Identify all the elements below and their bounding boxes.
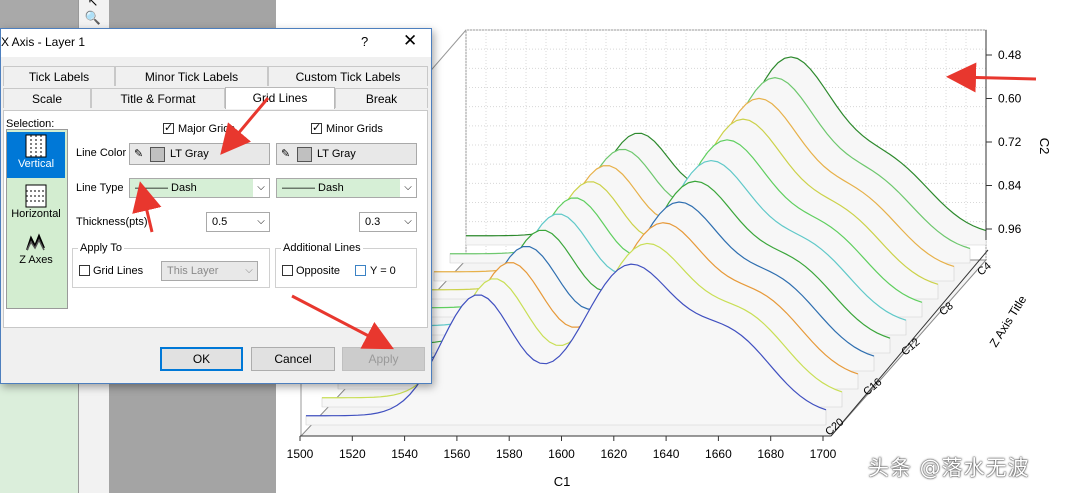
chevron-down-icon: ⌵ bbox=[253, 213, 269, 231]
y-tick-label: 0.96 bbox=[998, 222, 1022, 236]
close-icon[interactable]: ✕ bbox=[403, 31, 418, 50]
major-line-color-button[interactable]: ✎ LT Gray bbox=[129, 143, 270, 165]
apply-grid-lines-label: Grid Lines bbox=[93, 265, 144, 277]
line-type-label: Line Type bbox=[76, 182, 124, 194]
major-grids-checkbox[interactable] bbox=[163, 121, 174, 134]
major-color-label: LT Gray bbox=[170, 148, 209, 160]
apply-grid-lines-checkbox[interactable] bbox=[79, 265, 90, 276]
graph-page[interactable]: 1500 1520 1540 1560 1580 1600 1620 1640 1660 1680… bbox=[276, 0, 1080, 493]
tab-scale[interactable]: Scale bbox=[3, 88, 91, 108]
x-axis-title: C1 bbox=[554, 474, 571, 489]
cancel-button[interactable]: Cancel bbox=[251, 347, 335, 371]
x-tick-label: 1640 bbox=[653, 447, 680, 461]
vertical-grid-icon bbox=[25, 134, 47, 158]
opposite-checkbox[interactable] bbox=[282, 265, 293, 276]
pointer-icon[interactable]: ↖ bbox=[87, 0, 99, 9]
thickness-label: Thickness(pts) bbox=[76, 216, 148, 228]
y-tick-label: 0.48 bbox=[998, 48, 1022, 62]
axis-dialog: X Axis - Layer 1 ? ✕ Tick Labels Minor T… bbox=[0, 28, 432, 384]
chevron-down-icon: ⌵ bbox=[400, 179, 416, 197]
help-button[interactable]: ? bbox=[361, 34, 369, 49]
chevron-down-icon: ⌵ bbox=[241, 262, 257, 280]
y0-checkbox[interactable] bbox=[355, 265, 366, 276]
major-line-type-value: ——— Dash bbox=[135, 182, 197, 194]
chevron-down-icon: ⌵ bbox=[400, 213, 416, 231]
major-line-type-select[interactable]: ——— Dash ⌵ bbox=[129, 178, 270, 198]
x-tick-label: 1700 bbox=[810, 447, 837, 461]
y-tick-label: 0.60 bbox=[998, 92, 1022, 106]
tab-minor-tick-labels[interactable]: Minor Tick Labels bbox=[115, 66, 268, 86]
y-tick-label: 0.84 bbox=[998, 179, 1022, 193]
y-axis-title: C2 bbox=[1037, 138, 1052, 155]
pencil-icon: ✎ bbox=[281, 148, 291, 160]
selection-item-horizontal[interactable]: Horizontal bbox=[7, 182, 65, 226]
line-color-label: Line Color bbox=[76, 147, 127, 159]
minor-line-color-button[interactable]: ✎ LT Gray bbox=[276, 143, 417, 165]
apply-to-group bbox=[72, 248, 270, 288]
major-thickness-value: 0.5 bbox=[212, 216, 228, 228]
apply-scope-value: This Layer bbox=[167, 265, 219, 277]
tab-title-format[interactable]: Title & Format bbox=[91, 88, 225, 108]
selection-item-label: Z Axes bbox=[19, 254, 53, 266]
color-swatch bbox=[297, 147, 312, 162]
zoom-icon[interactable]: 🔍 bbox=[84, 10, 102, 25]
apply-button[interactable]: Apply bbox=[342, 347, 425, 371]
minor-color-label: LT Gray bbox=[317, 148, 356, 160]
y0-label: Y = 0 bbox=[370, 265, 396, 277]
x-tick-label: 1520 bbox=[339, 447, 366, 461]
tab-custom-tick-labels[interactable]: Custom Tick Labels bbox=[268, 66, 428, 86]
chevron-down-icon: ⌵ bbox=[253, 179, 269, 197]
additional-lines-title: Additional Lines bbox=[281, 242, 363, 254]
apply-scope-select[interactable]: This Layer ⌵ bbox=[161, 261, 258, 281]
opposite-label: Opposite bbox=[296, 265, 341, 277]
minor-line-type-value: ——— Dash bbox=[282, 182, 344, 194]
waterfall-chart[interactable]: 1500 1520 1540 1560 1580 1600 1620 1640 1660 1680… bbox=[276, 0, 1080, 493]
z-axis-line bbox=[830, 249, 989, 437]
selection-item-z-axes[interactable]: Z Axes bbox=[7, 228, 65, 272]
x-tick-label: 1500 bbox=[287, 447, 314, 461]
major-grids-label: Major Grids bbox=[178, 123, 235, 135]
apply-to-title: Apply To bbox=[78, 242, 124, 254]
minor-grids-checkbox[interactable] bbox=[311, 121, 322, 134]
color-swatch bbox=[150, 147, 165, 162]
minor-grids-label: Minor Grids bbox=[326, 123, 383, 135]
selection-label: Selection: bbox=[6, 118, 55, 130]
ok-button[interactable]: OK bbox=[160, 347, 243, 371]
project-panel bbox=[0, 380, 79, 493]
x-tick-label: 1660 bbox=[705, 447, 732, 461]
waterfall-series-line bbox=[305, 263, 827, 417]
x-tick-label: 1620 bbox=[600, 447, 627, 461]
tab-tick-labels[interactable]: Tick Labels bbox=[3, 66, 115, 86]
watermark: 头条 @落水无波 bbox=[868, 456, 1030, 480]
x-tick-label: 1580 bbox=[496, 447, 523, 461]
y-tick-label: 0.72 bbox=[998, 135, 1022, 149]
x-tick-label: 1680 bbox=[757, 447, 784, 461]
minor-thickness-value: 0.3 bbox=[365, 216, 381, 228]
dialog-title: X Axis - Layer 1 bbox=[1, 35, 86, 49]
selection-item-vertical[interactable]: Vertical bbox=[7, 132, 65, 178]
dialog-titlebar[interactable]: X Axis - Layer 1 ? ✕ bbox=[1, 29, 431, 57]
minor-thickness-select[interactable]: 0.3 ⌵ bbox=[359, 212, 417, 232]
pencil-icon: ✎ bbox=[134, 148, 144, 160]
x-tick-label: 1600 bbox=[548, 447, 575, 461]
x-tick-label: 1540 bbox=[391, 447, 418, 461]
z-axis-title: Z Axis Title bbox=[987, 293, 1030, 350]
tab-grid-lines[interactable]: Grid Lines bbox=[225, 87, 335, 109]
major-thickness-select[interactable]: 0.5 ⌵ bbox=[206, 212, 270, 232]
tab-break[interactable]: Break bbox=[335, 88, 428, 108]
selection-item-label: Vertical bbox=[17, 158, 55, 170]
selection-item-label: Horizontal bbox=[11, 208, 61, 220]
horizontal-grid-icon bbox=[25, 184, 47, 208]
x-tick-label: 1560 bbox=[444, 447, 471, 461]
z-axes-icon bbox=[26, 233, 45, 251]
minor-line-type-select[interactable]: ——— Dash ⌵ bbox=[276, 178, 417, 198]
selection-list: Vertical Horizontal Z Axes bbox=[6, 129, 68, 309]
